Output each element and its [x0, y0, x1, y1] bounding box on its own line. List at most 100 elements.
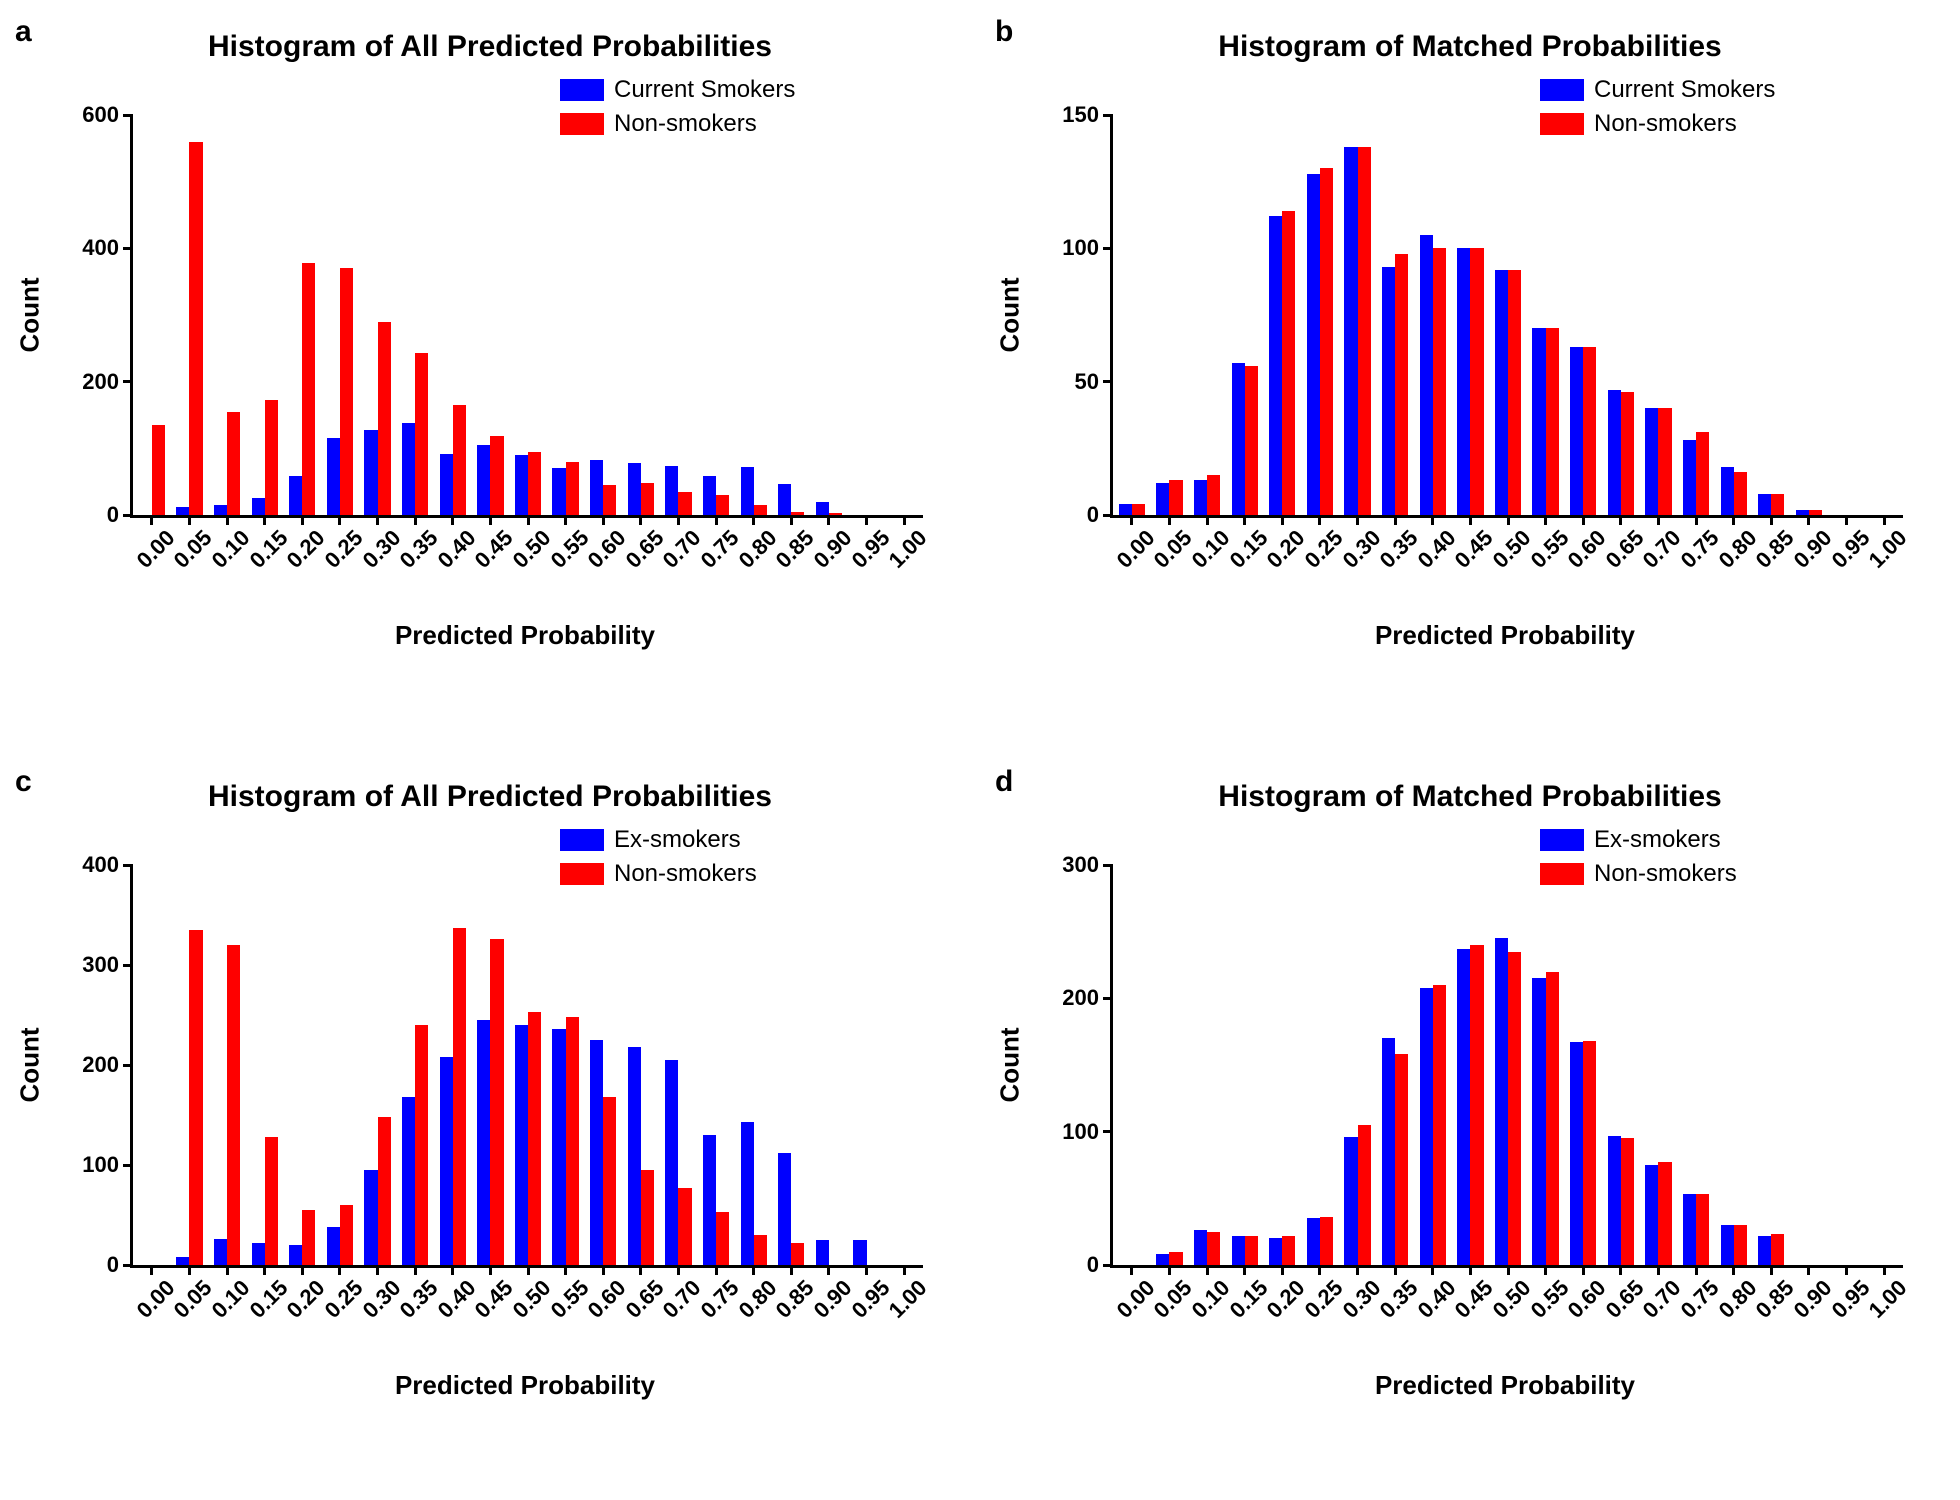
y-tick-label: 200	[82, 369, 133, 395]
bar	[1721, 467, 1734, 515]
y-tick-label: 0	[1087, 1252, 1113, 1278]
legend-item: Non-smokers	[1540, 860, 1737, 888]
bar	[289, 476, 302, 515]
bar	[1734, 472, 1747, 515]
bar	[1433, 985, 1446, 1265]
bar	[1721, 1225, 1734, 1265]
bar	[816, 1240, 829, 1265]
bar	[1382, 1038, 1395, 1265]
bar	[302, 1210, 315, 1265]
panel-d: dHistogram of Matched Probabilities01002…	[980, 750, 1960, 1500]
bar	[1758, 1236, 1771, 1265]
legend-label: Non-smokers	[1594, 860, 1737, 888]
bar	[1232, 363, 1245, 515]
bar	[1232, 1236, 1245, 1265]
bar	[214, 505, 227, 515]
bar	[528, 1012, 541, 1265]
bar	[340, 1205, 353, 1265]
bar	[252, 498, 265, 515]
bar	[590, 1040, 603, 1265]
x-axis-label: Predicted Probability	[130, 1370, 920, 1401]
bar	[1683, 440, 1696, 515]
bar	[490, 436, 503, 515]
bar	[1320, 1217, 1333, 1265]
bar	[716, 495, 729, 515]
legend-swatch	[560, 79, 604, 101]
x-tick-label: 1.00	[1858, 519, 1912, 573]
bar	[327, 1227, 340, 1265]
legend-item: Ex-smokers	[560, 826, 757, 854]
legend: Current Smokers Non-smokers	[1540, 76, 1775, 138]
bar	[227, 945, 240, 1265]
bar	[152, 425, 165, 515]
bar	[1658, 408, 1671, 515]
legend-swatch	[1540, 829, 1584, 851]
bar	[1758, 494, 1771, 515]
bar	[340, 268, 353, 515]
bar	[1269, 216, 1282, 515]
plot-area: 01002003004000.000.050.100.150.200.250.3…	[130, 865, 923, 1268]
legend: Ex-smokers Non-smokers	[1540, 826, 1737, 888]
figure-root: aHistogram of All Predicted Probabilitie…	[0, 0, 1960, 1500]
bar	[453, 928, 466, 1265]
legend-swatch	[1540, 79, 1584, 101]
bar	[1194, 1230, 1207, 1265]
chart-title: Histogram of All Predicted Probabilities	[0, 30, 980, 64]
legend-item: Ex-smokers	[1540, 826, 1737, 854]
legend-label: Ex-smokers	[614, 826, 741, 854]
bar	[1320, 168, 1333, 515]
bar	[853, 1240, 866, 1265]
y-axis-label: Count	[995, 1027, 1026, 1102]
bar	[1470, 248, 1483, 515]
legend-swatch	[560, 829, 604, 851]
bar	[515, 455, 528, 515]
legend-label: Non-smokers	[1594, 110, 1737, 138]
bar	[440, 1057, 453, 1265]
bar	[176, 1257, 189, 1265]
bar	[1495, 270, 1508, 515]
bar	[289, 1245, 302, 1265]
bar	[477, 445, 490, 515]
bar	[1645, 1165, 1658, 1265]
bar	[378, 322, 391, 515]
legend-label: Current Smokers	[1594, 76, 1775, 104]
bar	[1307, 174, 1320, 515]
bar	[1771, 494, 1784, 515]
x-tick-label: 1.00	[878, 519, 932, 573]
bar	[754, 1235, 767, 1265]
x-tick-label: 1.00	[1858, 1269, 1912, 1323]
legend-swatch	[560, 863, 604, 885]
bar	[189, 142, 202, 515]
bar	[829, 513, 842, 515]
bar	[1282, 211, 1295, 515]
bar	[778, 1153, 791, 1265]
bar	[1570, 1042, 1583, 1265]
bar	[1420, 235, 1433, 515]
chart-title: Histogram of Matched Probabilities	[980, 780, 1960, 814]
legend-item: Non-smokers	[1540, 110, 1775, 138]
bar	[1132, 504, 1145, 515]
y-tick-label: 600	[82, 102, 133, 128]
bar	[1771, 1234, 1784, 1265]
bar	[1169, 480, 1182, 515]
legend-item: Current Smokers	[560, 76, 795, 104]
bar	[703, 1135, 716, 1265]
bar	[302, 263, 315, 515]
y-tick-label: 100	[1062, 235, 1113, 261]
bar	[364, 1170, 377, 1265]
legend: Ex-smokersNon-smokers	[560, 826, 757, 888]
bar	[189, 930, 202, 1265]
bar	[1608, 390, 1621, 515]
bar	[528, 452, 541, 515]
y-tick-label: 400	[82, 235, 133, 261]
bar	[1546, 972, 1559, 1265]
y-tick-label: 0	[1087, 502, 1113, 528]
legend: Current SmokersNon-smokers	[560, 76, 795, 138]
bar	[552, 1029, 565, 1265]
bar	[415, 1025, 428, 1265]
bar	[1358, 147, 1371, 515]
bar	[490, 939, 503, 1265]
y-axis-label: Count	[15, 1027, 46, 1102]
bar	[227, 412, 240, 515]
bar	[1658, 1162, 1671, 1265]
